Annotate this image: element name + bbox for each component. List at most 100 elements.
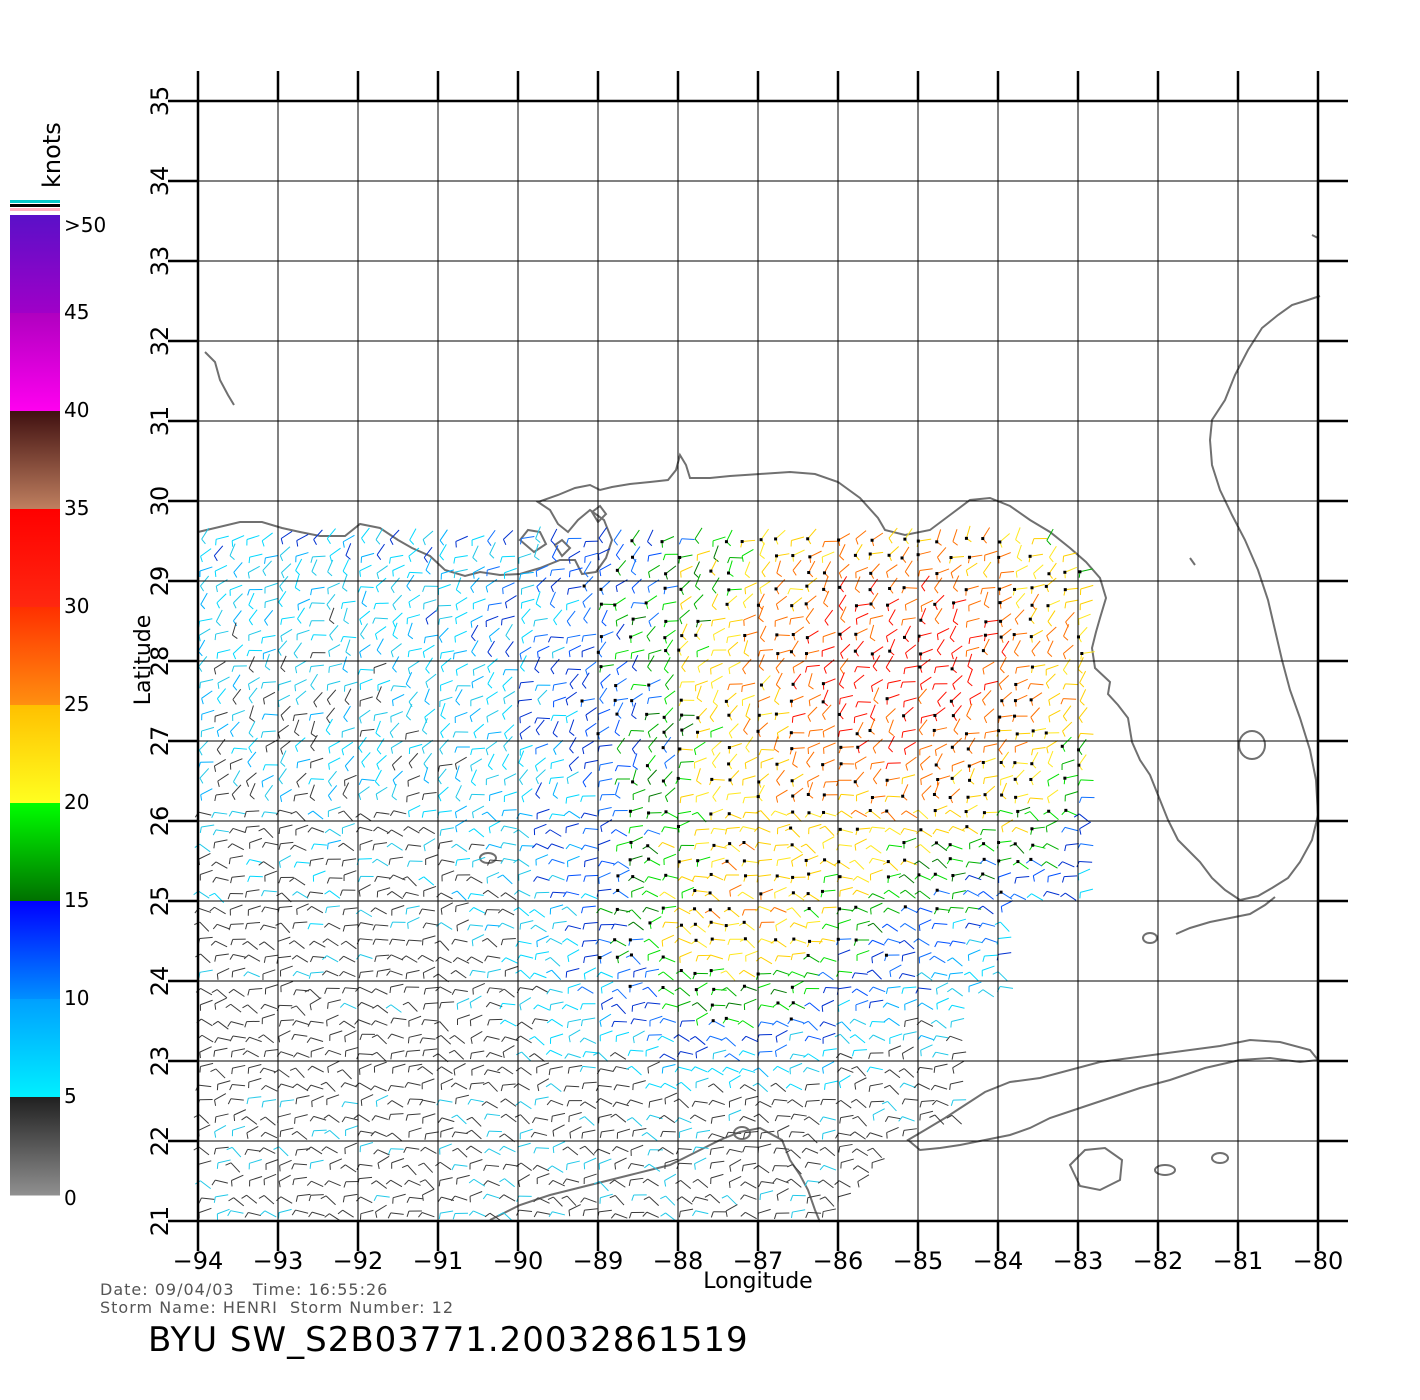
wind-barb-flag: [372, 858, 378, 864]
wind-barb-flag: [537, 699, 541, 705]
wind-barb: [407, 1049, 421, 1052]
wind-barb: [888, 735, 895, 748]
wind-barb: [567, 668, 582, 671]
wind-barb: [966, 562, 978, 571]
wind-barb-flag: [436, 892, 442, 898]
wind-barb: [360, 1142, 374, 1147]
wind-barb: [278, 1146, 289, 1157]
wind-barb: [264, 1210, 277, 1218]
wind-barb: [471, 640, 479, 652]
wind-barb: [248, 656, 255, 669]
wind-barb: [1062, 861, 1075, 868]
rain-flag-dot: [950, 776, 954, 780]
wind-barb: [709, 1035, 723, 1041]
rain-flag-dot: [693, 922, 697, 926]
wind-barb: [904, 528, 913, 540]
wind-barb: [1015, 793, 1029, 798]
wind-barb: [407, 1001, 418, 1012]
rain-flag-dot: [599, 635, 603, 639]
wind-barb: [345, 543, 352, 556]
wind-barb: [885, 708, 896, 718]
wind-barb-flag: [451, 1164, 455, 1171]
wind-barb-flag: [232, 699, 237, 705]
wind-barb: [501, 753, 510, 766]
wind-barb: [791, 536, 805, 541]
wind-barb: [263, 828, 274, 839]
wind-barb-flag: [583, 956, 586, 964]
wind-barb-flag: [389, 732, 394, 738]
wind-barb-flag: [261, 637, 264, 644]
wind-barb: [375, 720, 381, 734]
wind-barb-flag: [564, 925, 569, 931]
rain-flag-dot: [837, 712, 841, 716]
wind-barb: [758, 1143, 772, 1148]
wind-barb-flag: [855, 701, 859, 708]
wind-barb-flag: [775, 603, 779, 610]
wind-barb-flag: [455, 777, 461, 782]
wind-barb: [470, 1145, 483, 1154]
wind-barb-flag: [648, 621, 652, 628]
wind-barb-flag: [389, 921, 394, 928]
wind-barb: [313, 843, 327, 846]
wind-barb-flag: [325, 729, 331, 736]
wind-barb-flag: [914, 890, 921, 895]
wind-barb-flag: [1062, 730, 1066, 737]
wind-barb-flag: [647, 666, 652, 672]
y-tick-label: 29: [146, 566, 174, 597]
wind-barb: [839, 626, 851, 635]
wind-barb: [389, 722, 400, 733]
rain-flag-dot: [885, 697, 889, 701]
rain-flag-dot: [822, 810, 826, 814]
wind-barb-flag: [200, 794, 203, 801]
wind-barb-flag: [304, 988, 311, 993]
wind-barb-flag: [529, 1053, 535, 1058]
wind-barb: [888, 719, 894, 733]
wind-barb: [904, 923, 917, 931]
y-tick-label: 33: [146, 246, 174, 277]
wind-barb: [919, 890, 931, 900]
rain-flag-dot: [808, 939, 812, 943]
storm-line: Storm Name: HENRI Storm Number: 12: [100, 1298, 454, 1317]
wind-barb-flag: [708, 1099, 713, 1106]
wind-barb: [742, 1020, 754, 1029]
wind-barb-flag: [230, 1180, 233, 1187]
wind-barb: [486, 811, 497, 822]
wind-barb-flag: [568, 1210, 571, 1217]
wind-barb-flag: [1009, 893, 1015, 899]
rain-flag-dot: [646, 844, 650, 848]
wind-barb-flag: [581, 907, 584, 914]
wind-barb: [505, 957, 518, 964]
wind-barb-flag: [787, 588, 791, 595]
wind-barb: [951, 645, 963, 654]
wind-barb: [616, 1146, 629, 1153]
wind-barb: [294, 713, 308, 716]
wind-barb-flag: [627, 1050, 631, 1057]
wind-barb: [936, 982, 949, 990]
wind-barb: [712, 1114, 726, 1119]
wind-barb: [742, 694, 755, 701]
wind-barb: [1046, 820, 1059, 827]
wind-barb: [872, 986, 886, 993]
wind-barb-flag: [245, 923, 248, 930]
wind-barb: [601, 860, 615, 865]
wind-barb: [439, 696, 453, 702]
rain-flag-dot: [1030, 603, 1034, 607]
wind-barb-flag: [966, 715, 972, 721]
rain-flag-dot: [628, 984, 632, 988]
wind-barb-flag: [390, 587, 395, 594]
wind-barb: [792, 1209, 806, 1213]
wind-barb: [711, 675, 723, 684]
wind-barb-flag: [884, 827, 890, 833]
rain-flag-dot: [661, 779, 665, 783]
wind-barb: [647, 1002, 661, 1005]
wind-barb-flag: [376, 971, 379, 978]
wind-barb: [935, 743, 948, 751]
wind-barb: [425, 854, 439, 860]
wind-barb: [983, 858, 997, 866]
wind-barb-flag: [1045, 682, 1050, 689]
wind-barb: [1064, 892, 1077, 901]
wind-barb: [409, 743, 423, 749]
wind-barb-flag: [434, 1021, 440, 1025]
wind-barb-flag: [774, 1115, 778, 1122]
wind-barb-flag: [321, 970, 327, 976]
